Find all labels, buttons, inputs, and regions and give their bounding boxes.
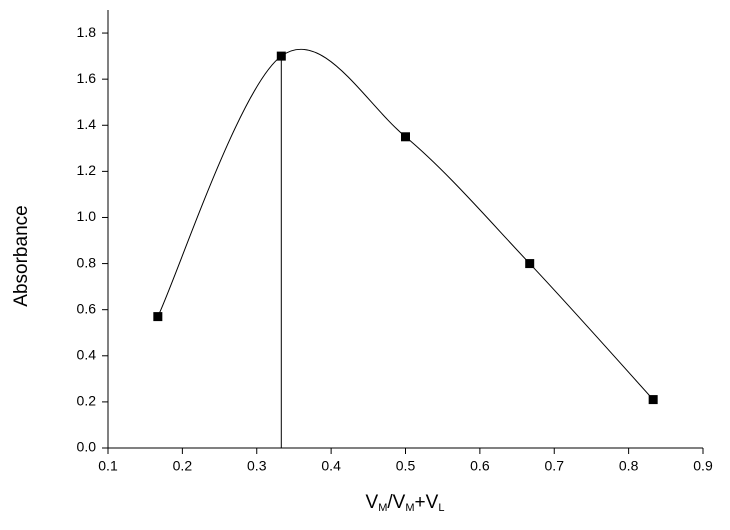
x-label-text: /V — [387, 492, 405, 513]
x-label-text: +V — [415, 492, 439, 513]
x-label-subscript: L — [438, 502, 444, 514]
x-tick-label: 0.2 — [173, 458, 193, 474]
x-tick-label: 0.1 — [98, 458, 118, 474]
y-tick-label: 1.2 — [77, 162, 97, 178]
data-point — [153, 312, 163, 322]
x-tick-label: 0.6 — [470, 458, 490, 474]
y-tick-label: 1.8 — [77, 24, 97, 40]
x-label-subscript: M — [378, 502, 387, 514]
x-tick-label: 0.8 — [619, 458, 639, 474]
y-tick-label: 0.8 — [77, 254, 97, 270]
data-point — [648, 395, 658, 405]
y-tick-label: 0.0 — [77, 439, 97, 455]
y-tick-label: 0.2 — [77, 393, 97, 409]
x-tick-label: 0.4 — [321, 458, 341, 474]
y-tick-label: 1.4 — [77, 116, 97, 132]
x-label-subscript: M — [405, 502, 414, 514]
y-tick-label: 0.4 — [77, 346, 97, 362]
x-label-text: V — [366, 492, 379, 513]
y-tick-label: 1.6 — [77, 70, 97, 86]
y-tick-label: 1.0 — [77, 208, 97, 224]
y-tick-label: 0.6 — [77, 300, 97, 316]
x-tick-label: 0.3 — [247, 458, 267, 474]
data-point — [401, 132, 410, 142]
y-axis-label: Absorbance — [11, 205, 32, 306]
x-tick-label: 0.5 — [396, 458, 416, 474]
x-tick-label: 0.9 — [693, 458, 713, 474]
data-point — [525, 259, 535, 269]
x-tick-label: 0.7 — [545, 458, 565, 474]
x-axis-label: VM/VM+VL — [366, 492, 445, 514]
data-curve — [157, 48, 654, 400]
